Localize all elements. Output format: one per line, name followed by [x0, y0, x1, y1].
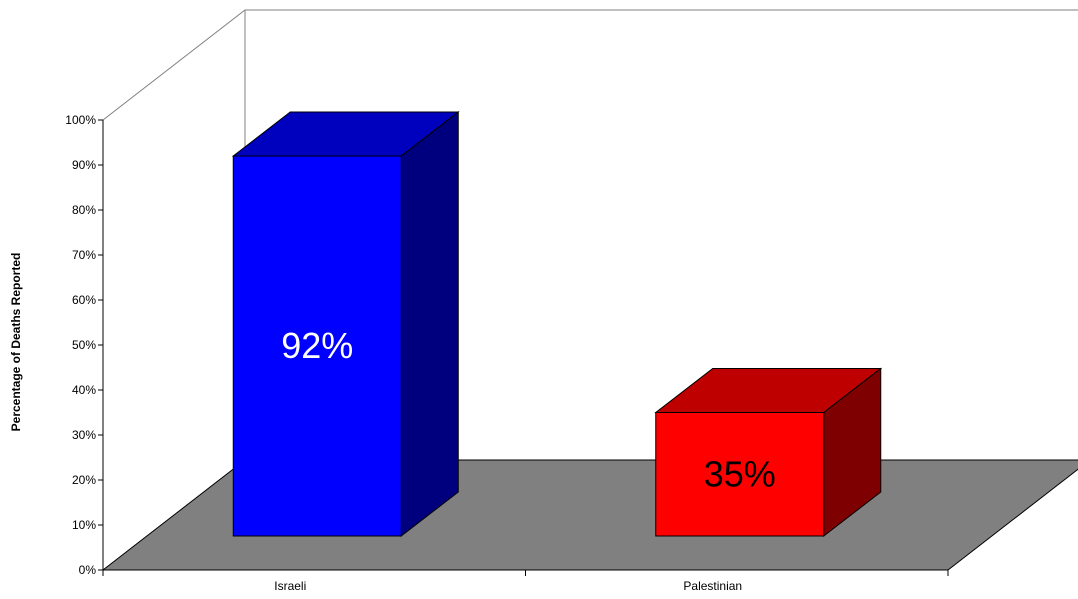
- y-tick-label: 0%: [79, 563, 97, 577]
- x-category-label: Israeli: [274, 579, 306, 593]
- y-tick-label: 100%: [65, 113, 96, 127]
- y-axis-title: Percentage of Deaths Reported: [9, 253, 23, 432]
- y-tick-label: 90%: [72, 158, 96, 172]
- y-tick-label: 80%: [72, 203, 96, 217]
- bar-data-label: 92%: [281, 325, 353, 366]
- wall-top-edge: [102, 9, 1078, 121]
- y-tick-label: 60%: [72, 293, 96, 307]
- bar-data-label: 35%: [704, 453, 776, 494]
- y-tick-label: 30%: [72, 428, 96, 442]
- bar-front: [655, 412, 825, 537]
- y-tick-label: 10%: [72, 518, 96, 532]
- y-tick-label: 50%: [72, 338, 96, 352]
- y-tick-label: 40%: [72, 383, 96, 397]
- bar-front: [232, 155, 402, 537]
- bar-side: [400, 110, 459, 538]
- y-tick-label: 20%: [72, 473, 96, 487]
- y-tick-label: 70%: [72, 248, 96, 262]
- x-category-label: Palestinian: [683, 579, 742, 593]
